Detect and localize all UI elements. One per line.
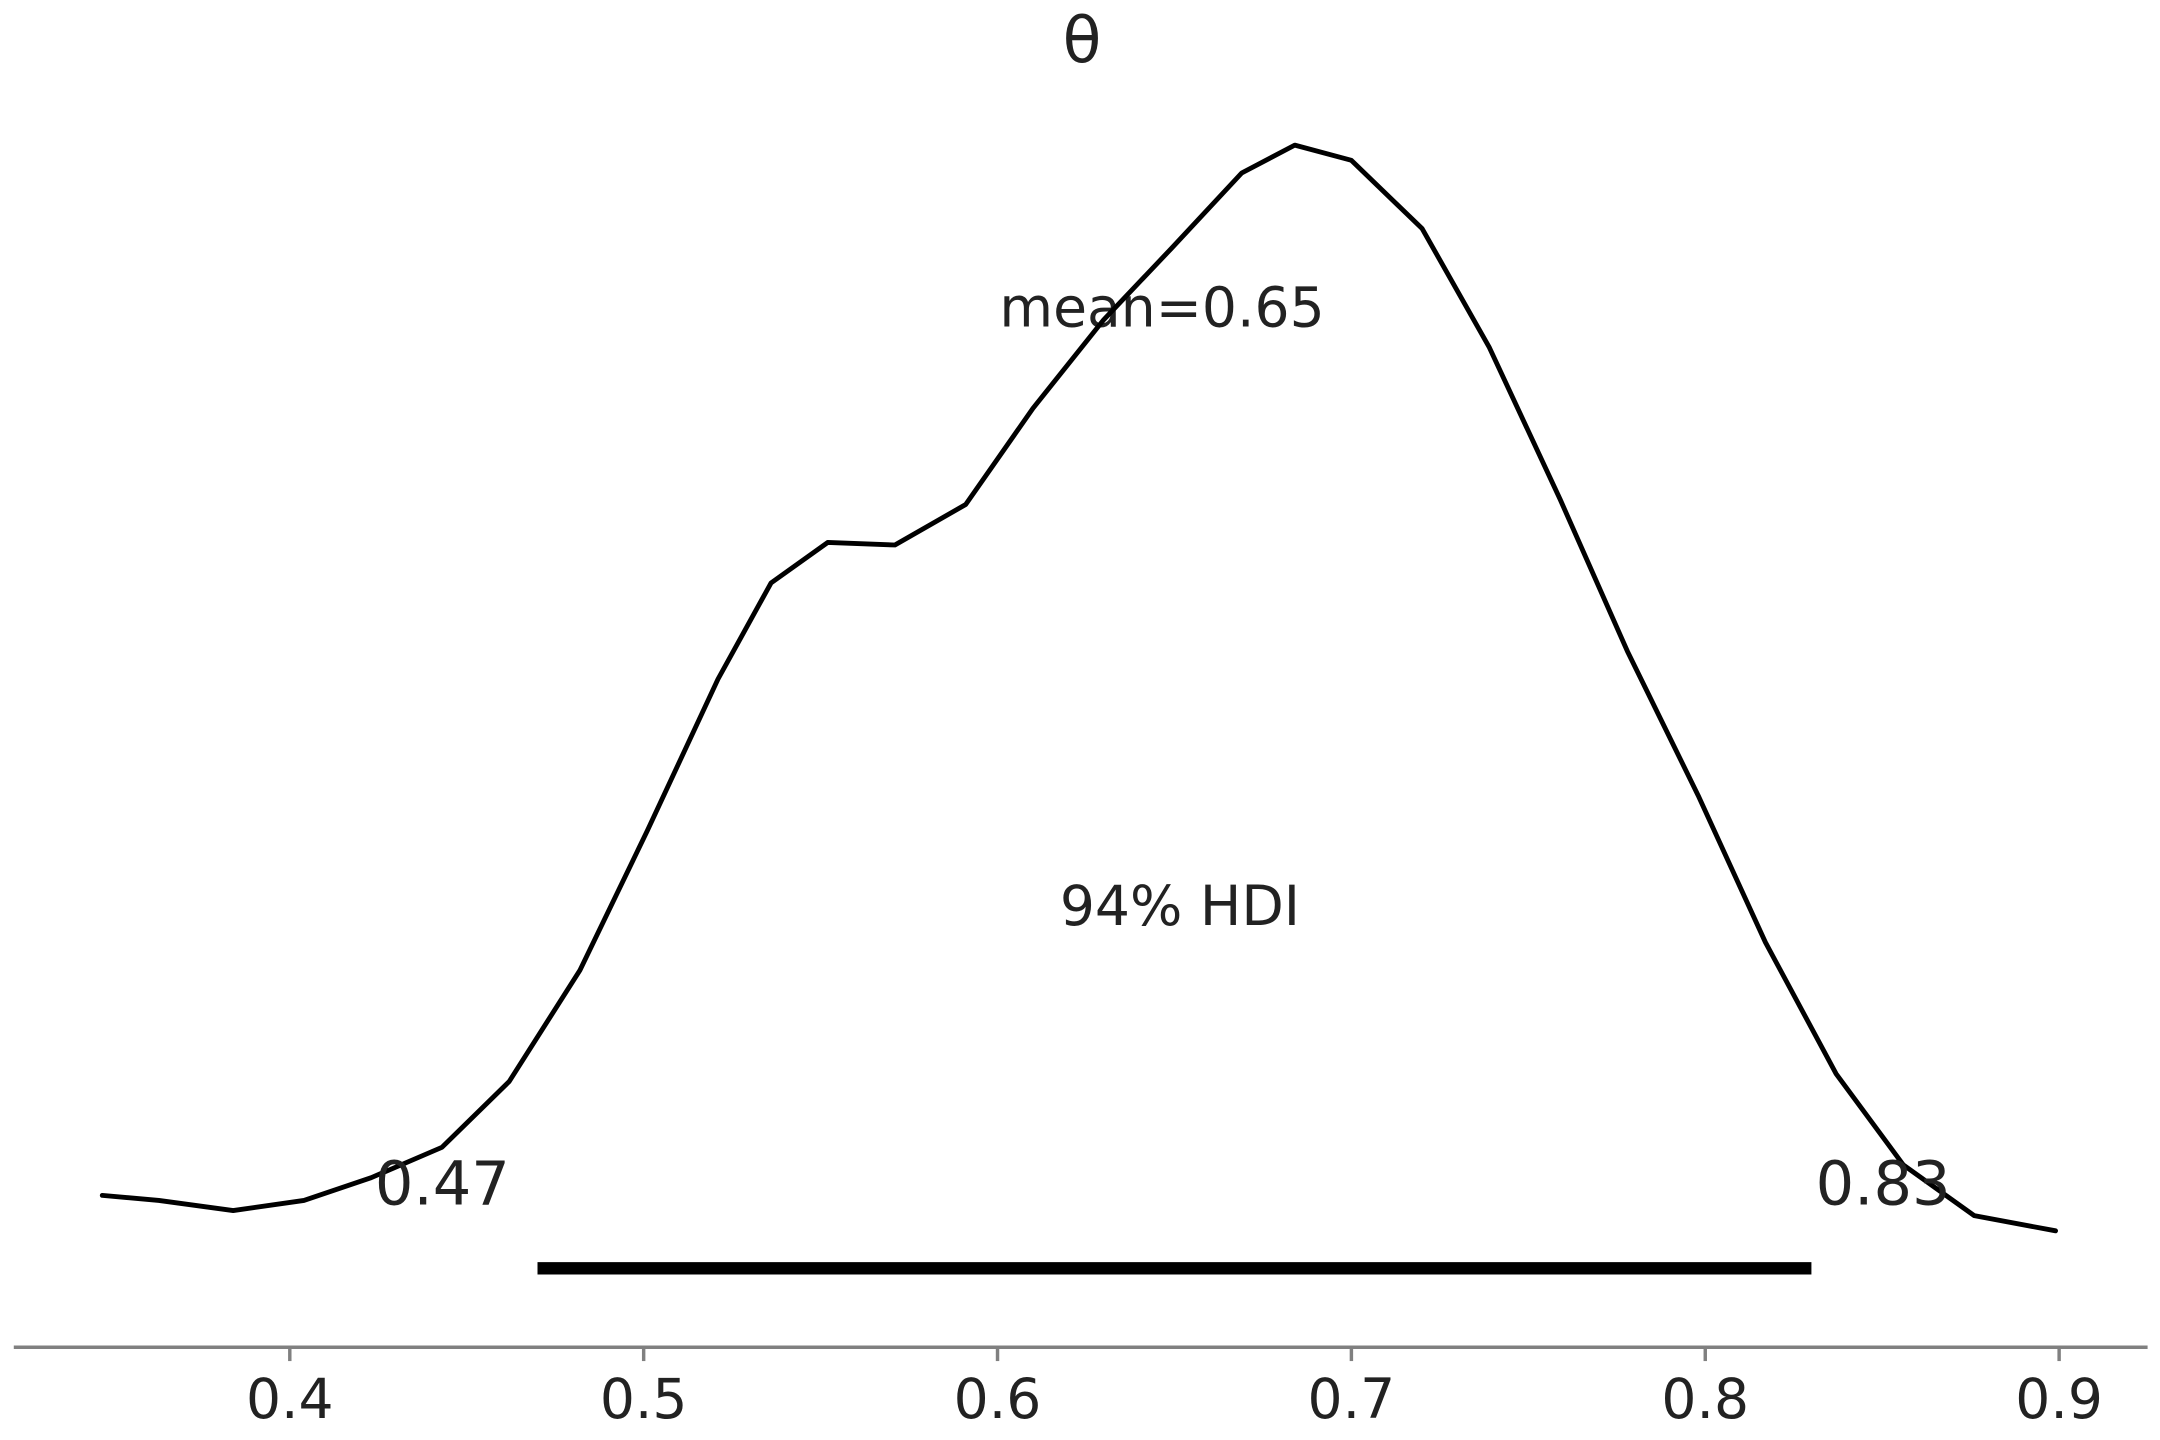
chart-title: θ <box>1063 3 1102 77</box>
x-tick-label: 0.4 <box>246 1368 334 1432</box>
x-tick-label: 0.9 <box>2015 1368 2103 1432</box>
hdi-low-label: 0.47 <box>375 1150 510 1220</box>
hdi-high-label: 0.83 <box>1816 1150 1951 1220</box>
x-tick-label: 0.8 <box>1661 1368 1749 1432</box>
density-line <box>99 142 2058 1234</box>
x-tick-label: 0.5 <box>600 1368 688 1432</box>
x-tick-label: 0.7 <box>1308 1368 1396 1432</box>
x-tick-label: 0.6 <box>954 1368 1042 1432</box>
mean-annotation: mean=0.65 <box>999 277 1324 341</box>
hdi-annotation: 94% HDI <box>1060 875 1300 939</box>
